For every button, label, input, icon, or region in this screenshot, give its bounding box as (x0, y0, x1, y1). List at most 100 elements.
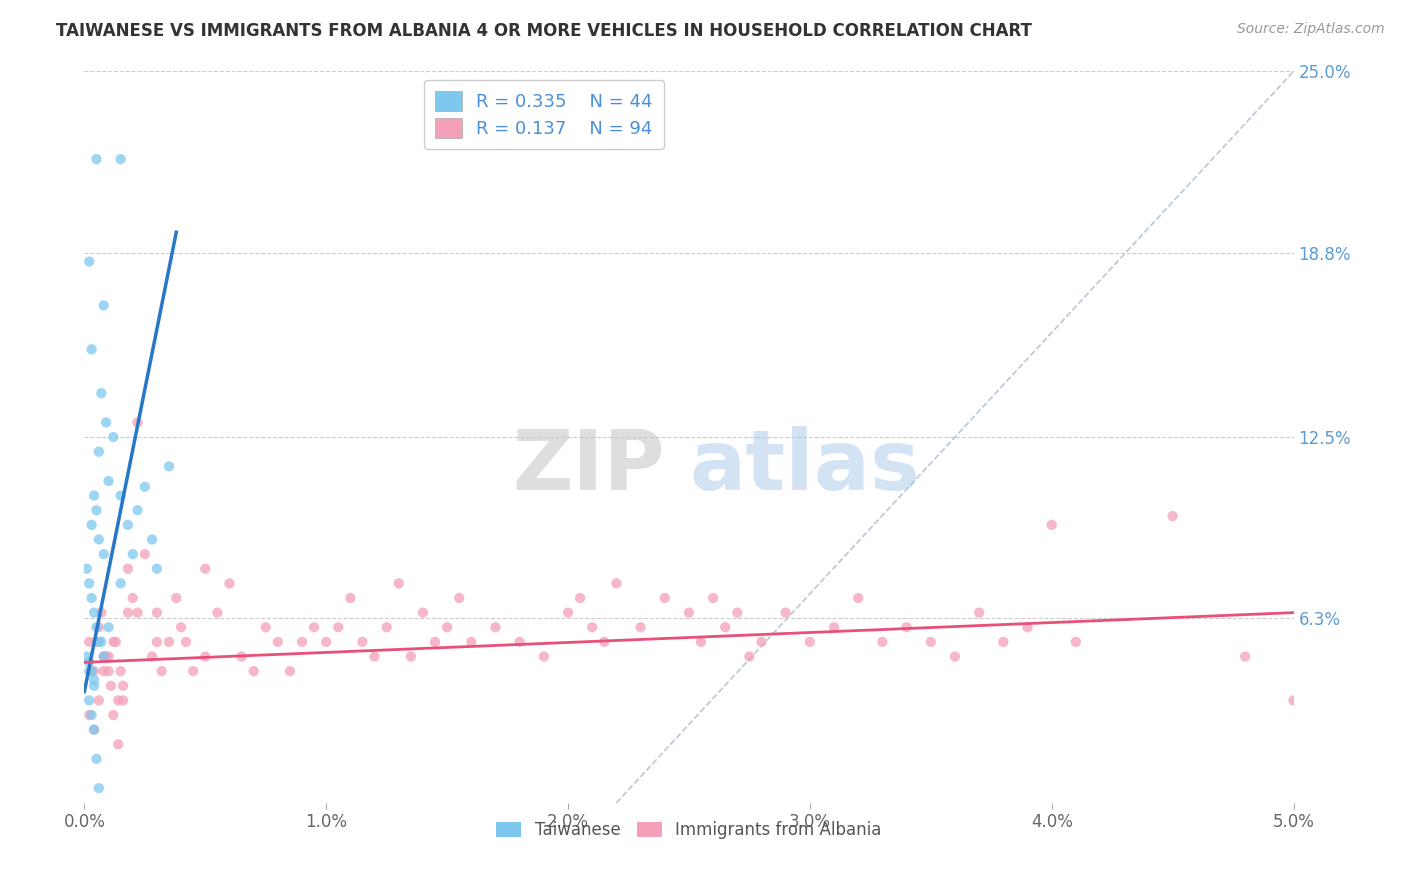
Point (134, 480, 156, 494)
Point (1040, 517, 1063, 532)
Point (86, 503, 108, 517)
Point (112, 693, 135, 707)
Point (218, 576, 240, 591)
Point (654, 591, 676, 605)
Point (80, 343, 103, 357)
Point (97, 664, 120, 678)
Point (87, 635, 110, 649)
Point (117, 606, 139, 620)
Point (157, 635, 180, 649)
Point (423, 635, 446, 649)
Point (1234, 649, 1257, 664)
Point (388, 576, 411, 591)
Point (86, 635, 108, 649)
Point (83, 723, 105, 737)
Point (315, 635, 337, 649)
Point (181, 664, 204, 678)
Point (90, 606, 112, 620)
Point (194, 649, 217, 664)
Point (194, 562, 217, 576)
Point (141, 649, 163, 664)
Point (76, 649, 98, 664)
Point (993, 635, 1015, 649)
Point (83, 606, 105, 620)
Point (141, 533, 163, 547)
Point (107, 737, 129, 751)
Point (920, 635, 942, 649)
Point (278, 664, 301, 678)
Point (97, 649, 120, 664)
Point (90, 635, 112, 649)
Point (80, 517, 103, 532)
Point (412, 606, 434, 620)
Point (165, 591, 187, 605)
Text: TAIWANESE VS IMMIGRANTS FROM ALBANIA 4 OR MORE VEHICLES IN HOUSEHOLD CORRELATION: TAIWANESE VS IMMIGRANTS FROM ALBANIA 4 O… (56, 22, 1032, 40)
Point (83, 673, 105, 687)
Point (83, 664, 105, 678)
Point (328, 620, 350, 634)
Point (94, 649, 117, 664)
Point (117, 562, 139, 576)
Point (436, 620, 458, 634)
Point (533, 649, 555, 664)
Point (110, 489, 132, 503)
Point (775, 606, 797, 620)
Point (846, 591, 869, 605)
Point (254, 620, 277, 634)
Point (484, 620, 506, 634)
Point (231, 649, 253, 664)
Point (1017, 620, 1039, 634)
Point (557, 606, 579, 620)
Point (87, 444, 110, 458)
Point (460, 635, 482, 649)
Point (157, 459, 180, 474)
Point (86, 752, 108, 766)
Point (449, 591, 471, 605)
Point (121, 547, 143, 561)
Point (1161, 509, 1184, 524)
Point (267, 635, 290, 649)
Point (103, 430, 125, 444)
Point (146, 635, 169, 649)
Point (77, 708, 100, 723)
Point (146, 562, 169, 576)
Text: Source: ZipAtlas.com: Source: ZipAtlas.com (1237, 22, 1385, 37)
Text: ZIP: ZIP (512, 425, 665, 507)
Point (97, 474, 120, 488)
Point (83, 679, 105, 693)
Point (86, 620, 108, 634)
Point (80, 708, 103, 723)
Point (174, 635, 197, 649)
Point (581, 620, 603, 634)
Point (339, 591, 361, 605)
Point (751, 635, 773, 649)
Point (86, 152, 108, 166)
Point (83, 489, 105, 503)
Point (77, 664, 100, 678)
Point (76, 562, 98, 576)
Point (77, 576, 100, 591)
Point (678, 606, 700, 620)
Point (80, 664, 103, 678)
Point (110, 152, 132, 166)
Point (77, 254, 100, 268)
Point (363, 649, 385, 664)
Point (375, 620, 398, 634)
Point (97, 620, 120, 634)
Point (93, 664, 115, 678)
Point (127, 416, 149, 430)
Point (117, 517, 139, 532)
Point (104, 635, 127, 649)
Point (291, 635, 314, 649)
Point (80, 664, 103, 678)
Point (509, 635, 531, 649)
Point (943, 649, 966, 664)
Point (93, 298, 115, 312)
Point (1064, 635, 1087, 649)
Point (107, 693, 129, 707)
Point (93, 649, 115, 664)
Point (150, 664, 173, 678)
Point (399, 649, 422, 664)
Point (352, 635, 374, 649)
Point (87, 693, 110, 707)
